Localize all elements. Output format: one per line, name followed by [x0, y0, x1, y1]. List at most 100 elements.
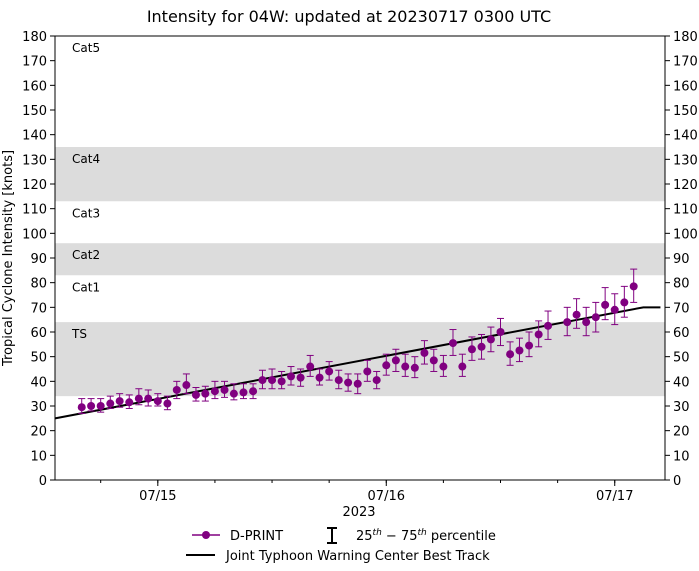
best-track-series: [54, 306, 661, 420]
dprint-point: [582, 306, 591, 337]
dprint-point: [249, 383, 258, 400]
band-cat2: [55, 243, 665, 276]
y-tick-label-right: 70: [673, 301, 690, 316]
y-tick-label-right: 110: [673, 203, 698, 218]
dprint-marker: [125, 398, 134, 407]
dprint-point: [287, 366, 296, 386]
dprint-point: [610, 293, 619, 326]
y-tick-label: 170: [22, 55, 47, 70]
y-tick-label: 30: [30, 400, 47, 415]
dprint-marker: [334, 376, 343, 385]
y-tick-label: 20: [30, 425, 47, 440]
dprint-point: [467, 336, 476, 361]
dprint-point: [96, 398, 105, 413]
y-tick-label: 40: [30, 375, 47, 390]
dprint-marker: [401, 362, 410, 371]
dprint-marker: [287, 372, 296, 381]
dprint-marker: [201, 389, 210, 398]
dprint-point: [306, 354, 315, 377]
dprint-point: [277, 370, 286, 390]
dprint-series: [77, 268, 638, 414]
dprint-point: [239, 383, 248, 400]
x-tick-label: 07/16: [368, 489, 405, 504]
dprint-marker: [620, 298, 629, 307]
y-tick-label: 60: [30, 326, 47, 341]
dprint-marker: [391, 356, 400, 365]
band-cat4: [55, 147, 665, 202]
y-tick-label: 140: [22, 129, 47, 144]
dprint-point: [325, 361, 334, 381]
y-axis-right: 0 10 20 30 40 50 60 70 80 90 100 110 120 130 140 150 160…: [665, 30, 698, 489]
dprint-point: [134, 388, 143, 406]
y-tick-label: 0: [39, 474, 47, 489]
y-tick-label: 70: [30, 301, 47, 316]
dprint-marker: [353, 379, 362, 388]
dprint-point: [420, 340, 429, 365]
dprint-point: [296, 368, 305, 387]
y-tick-label: 120: [22, 178, 47, 193]
dprint-marker: [296, 373, 305, 382]
y-tick-label: 160: [22, 79, 47, 94]
dprint-point: [258, 369, 267, 390]
legend-besttrack-label: Joint Typhoon Warning Center Best Track: [225, 549, 490, 564]
y-tick-label-right: 30: [673, 400, 690, 415]
legend-percentile-label: 25th − 75th percentile: [356, 528, 496, 544]
dprint-marker: [115, 397, 124, 406]
dprint-point: [439, 354, 448, 377]
y-tick-label: 110: [22, 203, 47, 218]
dprint-point: [506, 341, 515, 366]
y-tick-label-right: 170: [673, 55, 698, 70]
dprint-marker: [277, 377, 286, 386]
dprint-point: [429, 348, 438, 372]
dprint-marker: [210, 387, 219, 396]
dprint-marker: [363, 367, 372, 376]
dprint-point: [486, 326, 495, 353]
dprint-marker: [77, 403, 86, 412]
category-label-cat3: Cat3: [72, 206, 100, 220]
dprint-point: [448, 329, 457, 356]
y-tick-label-right: 160: [673, 79, 698, 94]
dprint-marker: [153, 397, 162, 406]
y-tick-label: 180: [22, 30, 47, 45]
y-tick-label-right: 0: [673, 474, 681, 489]
y-tick-label: 100: [22, 227, 47, 242]
y-tick-label-right: 10: [673, 449, 690, 464]
y-tick-label-right: 120: [673, 178, 698, 193]
dprint-point: [601, 287, 610, 321]
dprint-point: [210, 380, 219, 400]
legend: D-PRINT 25th − 75th percentile Joint Typ…: [186, 527, 496, 564]
category-label-cat4: Cat4: [72, 152, 100, 166]
dprint-marker: [87, 402, 96, 410]
dprint-point: [572, 298, 581, 329]
x-tick-label: 07/17: [596, 489, 633, 504]
dprint-point: [629, 268, 638, 303]
y-tick-label: 10: [30, 449, 47, 464]
category-label-cat1: Cat1: [72, 280, 100, 294]
dprint-marker: [315, 373, 324, 382]
dprint-marker: [534, 330, 543, 339]
dprint-point: [77, 398, 86, 414]
x-tick-label: 07/15: [139, 489, 176, 504]
dprint-marker: [572, 310, 581, 319]
dprint-point: [182, 373, 191, 395]
category-label-cat2: Cat2: [72, 248, 100, 262]
y-tick-label-right: 20: [673, 425, 690, 440]
dprint-point: [401, 353, 410, 377]
dprint-marker: [420, 348, 429, 357]
dprint-point: [334, 369, 343, 390]
category-label-cat5: Cat5: [72, 41, 100, 55]
dprint-marker: [134, 394, 143, 403]
dprint-point: [515, 337, 524, 363]
dprint-point: [229, 383, 238, 401]
y-tick-label-right: 180: [673, 30, 698, 45]
dprint-marker: [563, 318, 572, 327]
dprint-marker: [601, 300, 610, 309]
x-axis-label: 2023: [342, 505, 375, 520]
dprint-marker: [382, 361, 391, 370]
dprint-marker: [610, 305, 619, 314]
dprint-point: [153, 393, 162, 407]
dprint-point: [125, 394, 134, 409]
dprint-marker: [429, 356, 438, 365]
dprint-marker: [258, 376, 267, 385]
dprint-point: [534, 320, 543, 348]
